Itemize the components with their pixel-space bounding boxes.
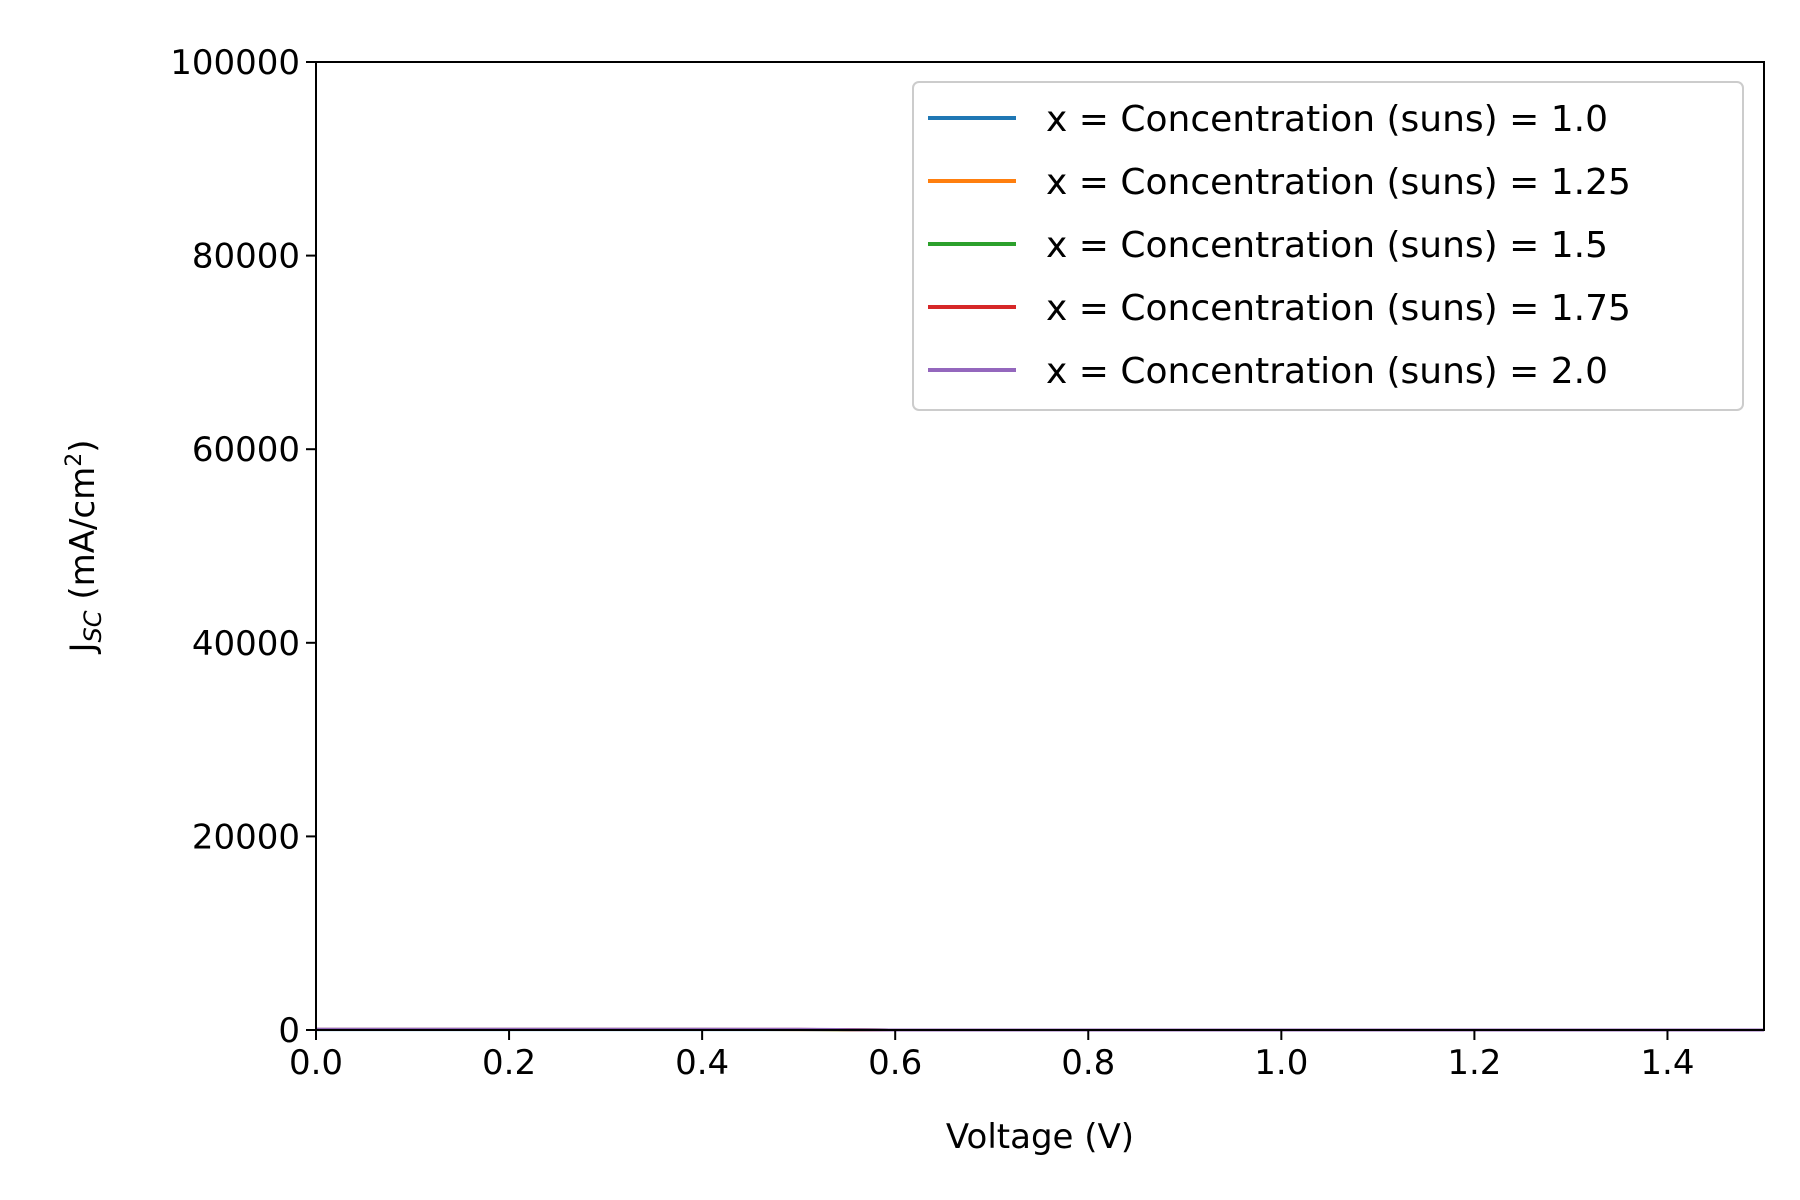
x-axis-label: Voltage (V) bbox=[946, 1117, 1134, 1157]
y-tick-label-3: 60000 bbox=[192, 430, 300, 470]
legend-label-2: x = Concentration (suns) = 1.5 bbox=[1046, 225, 1608, 266]
x-tick-label-7: 1.4 bbox=[1640, 1043, 1694, 1083]
x-tick-label-4: 0.8 bbox=[1061, 1043, 1115, 1083]
x-tick-label-1: 0.2 bbox=[482, 1043, 536, 1083]
y-axis-label-unit: (mA/cm bbox=[63, 467, 103, 611]
x-tick-label-5: 1.0 bbox=[1254, 1043, 1308, 1083]
legend-label-1: x = Concentration (suns) = 1.25 bbox=[1046, 162, 1631, 203]
legend-label-4: x = Concentration (suns) = 2.0 bbox=[1046, 351, 1608, 392]
y-axis-label-main: J bbox=[63, 642, 103, 654]
y-tick-label-5: 100000 bbox=[170, 43, 300, 83]
legend-items: x = Concentration (suns) = 1.0 x = Concen… bbox=[928, 99, 1631, 392]
y-tick-label-1: 20000 bbox=[192, 817, 300, 857]
x-tick-label-0: 0.0 bbox=[289, 1043, 343, 1083]
x-tick-label-3: 0.6 bbox=[868, 1043, 922, 1083]
legend-box bbox=[912, 81, 1744, 411]
x-axis-ticks: 0.0 0.2 0.4 0.6 0.8 1.0 1.2 1.4 bbox=[289, 1030, 1695, 1083]
y-axis-label: JSC (mA/cm2) bbox=[62, 439, 107, 654]
y-axis-label-unit-superscript: 2 bbox=[62, 453, 87, 467]
y-axis-label-subscript: SC bbox=[79, 610, 107, 642]
plot-frame bbox=[315, 61, 1765, 1031]
y-tick-label-0: 0 bbox=[278, 1011, 300, 1051]
y-tick-label-4: 80000 bbox=[192, 237, 300, 277]
legend-label-0: x = Concentration (suns) = 1.0 bbox=[1046, 99, 1608, 140]
y-axis-ticks: 0 20000 40000 60000 80000 100000 bbox=[170, 43, 316, 1051]
x-tick-label-6: 1.2 bbox=[1447, 1043, 1501, 1083]
legend-label-3: x = Concentration (suns) = 1.75 bbox=[1046, 288, 1631, 329]
legend: x = Concentration (suns) = 1.0 x = Concen… bbox=[912, 81, 1744, 411]
x-tick-label-2: 0.4 bbox=[675, 1043, 729, 1083]
y-tick-label-2: 40000 bbox=[192, 624, 300, 664]
y-axis-label-unit-suffix: ) bbox=[63, 439, 103, 452]
